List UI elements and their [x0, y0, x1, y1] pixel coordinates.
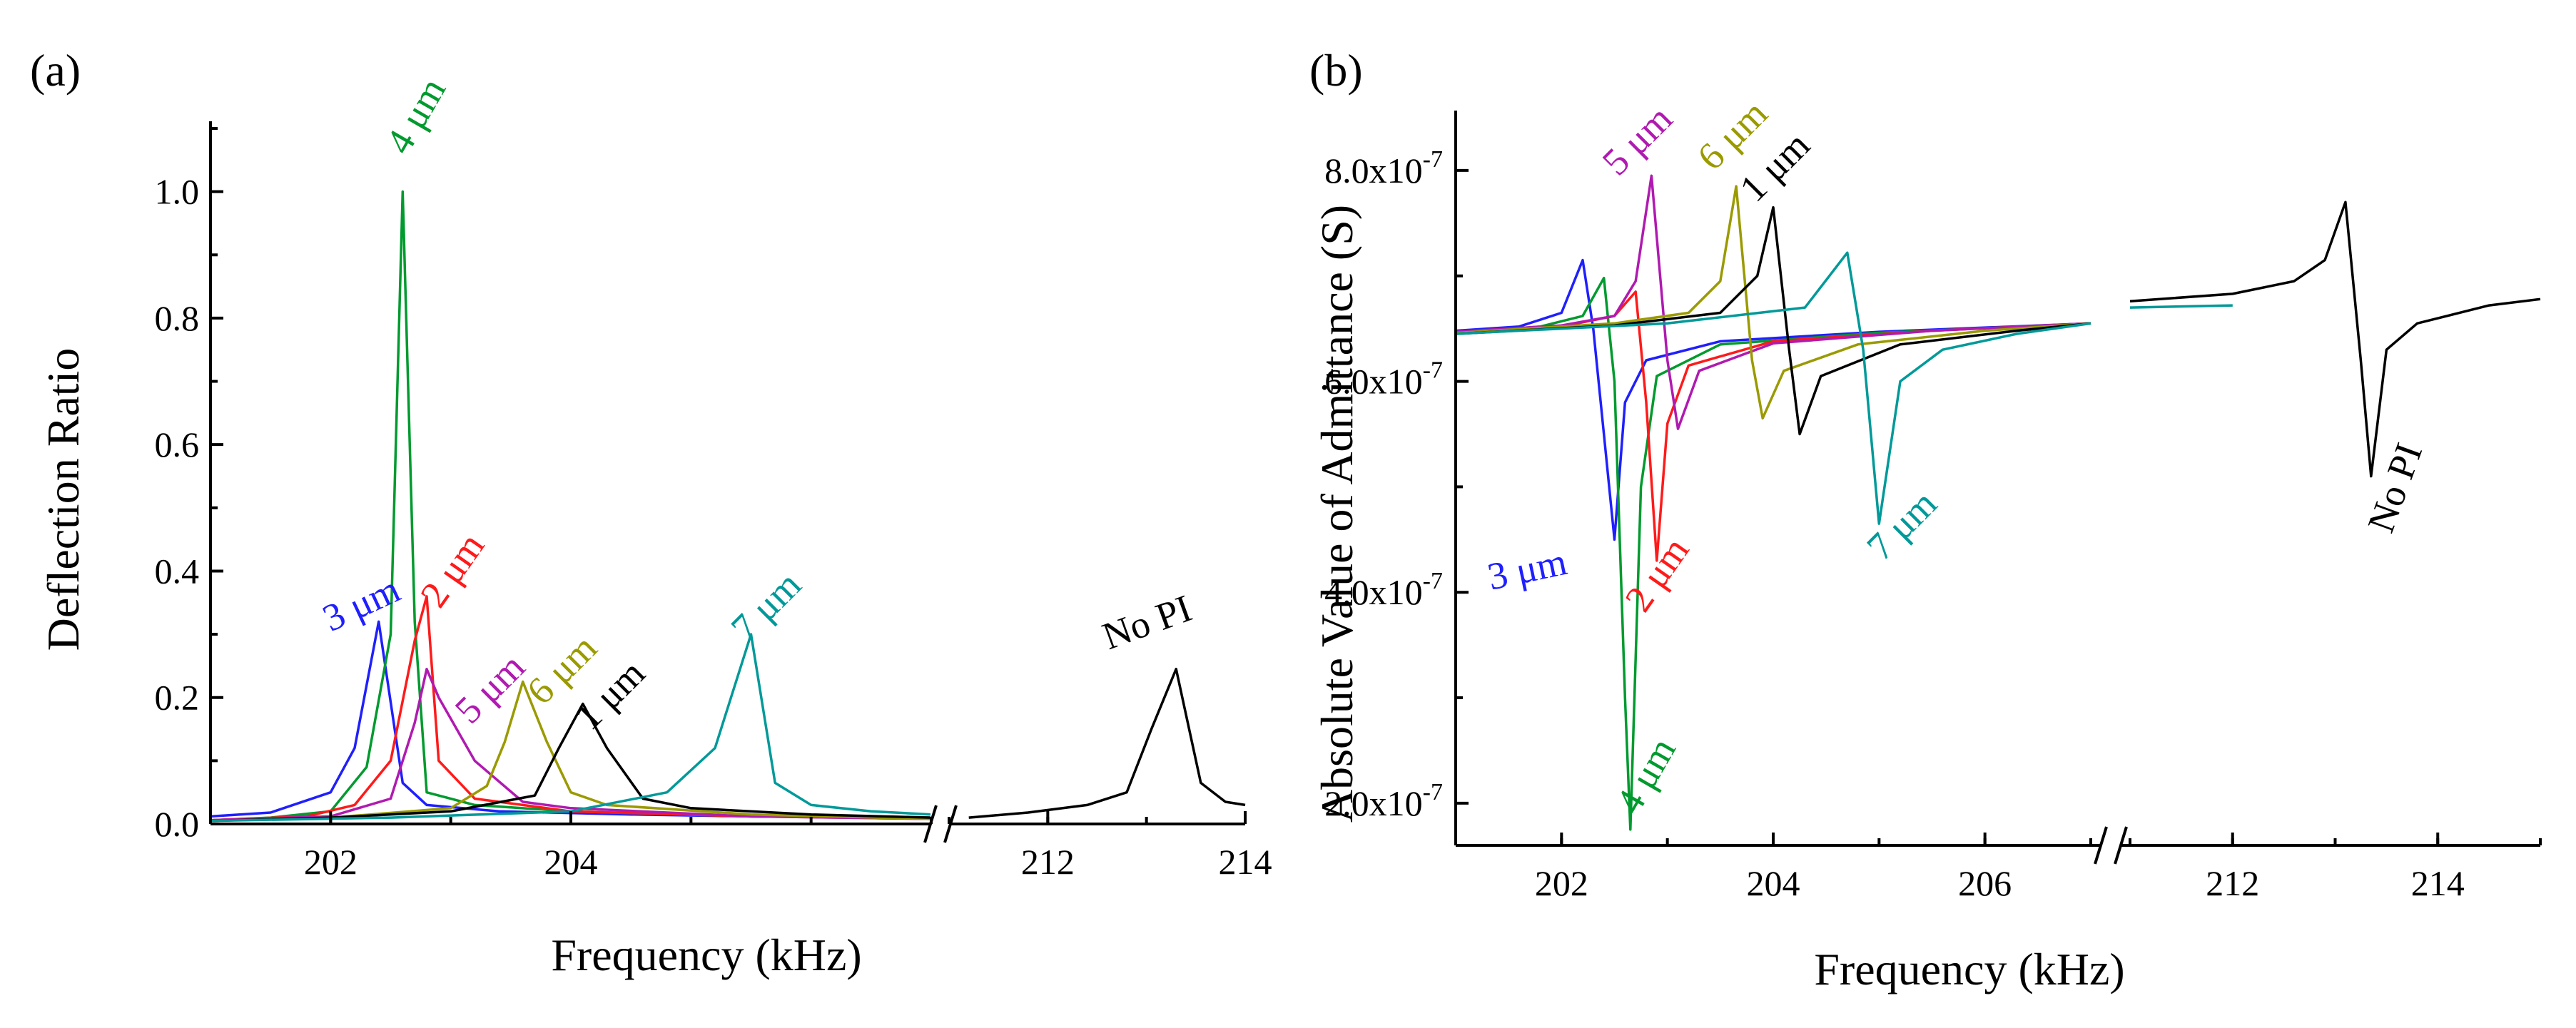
series-label: 4 μm — [377, 71, 455, 161]
series-label: 3 μm — [1484, 540, 1571, 599]
y-tick-label: 8.0x10-7 — [1324, 146, 1443, 190]
series-line-No-PI — [2129, 200, 2541, 478]
series-label: No PI — [1097, 586, 1197, 658]
x-tick-label: 212 — [1021, 842, 1075, 882]
y-tick-label: 2.0x10-7 — [1324, 779, 1443, 823]
series-line-1-μm — [210, 702, 932, 823]
y-tick-label: 1.0 — [155, 172, 200, 212]
series-line-6-μm — [1455, 185, 2091, 420]
y-tick-label: 0.6 — [155, 424, 200, 464]
axis-break-mark — [2094, 824, 2128, 867]
series-line-1-μm — [1455, 205, 2091, 436]
axis-break-mark — [923, 803, 958, 845]
x-tick-label: 202 — [1535, 863, 1588, 903]
series-line-teal-tail — [2129, 304, 2233, 309]
series-label: 2 μm — [1616, 529, 1697, 619]
panel-label-b: (b) — [1309, 45, 1363, 96]
x-tick-label: 214 — [1219, 842, 1272, 882]
x-tick-label: 212 — [2206, 863, 2259, 903]
y-tick-label: 0.4 — [155, 551, 200, 591]
y-tick-label: 0.8 — [155, 298, 200, 338]
series-line-6-μm — [210, 680, 932, 823]
y-axis-label-a: Deflection Ratio — [38, 348, 88, 651]
series-line-5-μm — [1455, 174, 2091, 430]
chart-a: (a) 202 204 212 214 0.0 0.2 0.4 0.6 0.8 1.0 3 μm 4… — [30, 45, 1272, 980]
series-label: 4 μm — [1607, 731, 1684, 821]
y-tick-label: 4.0x10-7 — [1324, 568, 1443, 612]
chart-b: (b) 202 204 206 212 214 2.0x10-7 4.0x10-7 6.0x1… — [1309, 45, 2542, 994]
x-tick-label: 204 — [1747, 863, 1800, 903]
y-tick-label: 0.0 — [155, 804, 200, 844]
series-label: 3 μm — [316, 567, 406, 639]
series-line-5-μm — [210, 668, 932, 822]
series-label: 7 μm — [1858, 482, 1944, 569]
series-line-7-μm — [1455, 251, 2091, 525]
series-line-7-μm — [210, 633, 932, 823]
series-label: 5 μm — [1594, 97, 1680, 183]
x-axis-label-b: Frequency (kHz) — [1814, 944, 2124, 994]
series-label: 7 μm — [723, 563, 809, 649]
series-label: 2 μm — [412, 525, 492, 615]
y-tick-label: 6.0x10-7 — [1324, 357, 1443, 402]
x-tick-label: 206 — [1958, 863, 2012, 903]
y-tick-label: 0.2 — [155, 678, 200, 718]
panel-label-a: (a) — [30, 45, 81, 96]
x-tick-label: 214 — [2411, 863, 2465, 903]
series-line-No-PI — [968, 668, 1246, 819]
series-line-3-μm — [1455, 258, 2091, 541]
y-axis-label-b: Absolute Value of Admittance (S) — [1312, 205, 1362, 823]
series-line-2-μm — [210, 595, 932, 822]
x-tick-label: 202 — [304, 842, 358, 882]
x-axis-label-a: Frequency (kHz) — [551, 930, 861, 980]
series-label: 5 μm — [447, 645, 533, 731]
x-tick-label: 204 — [544, 842, 598, 882]
series-line-4-μm — [1455, 276, 2091, 831]
